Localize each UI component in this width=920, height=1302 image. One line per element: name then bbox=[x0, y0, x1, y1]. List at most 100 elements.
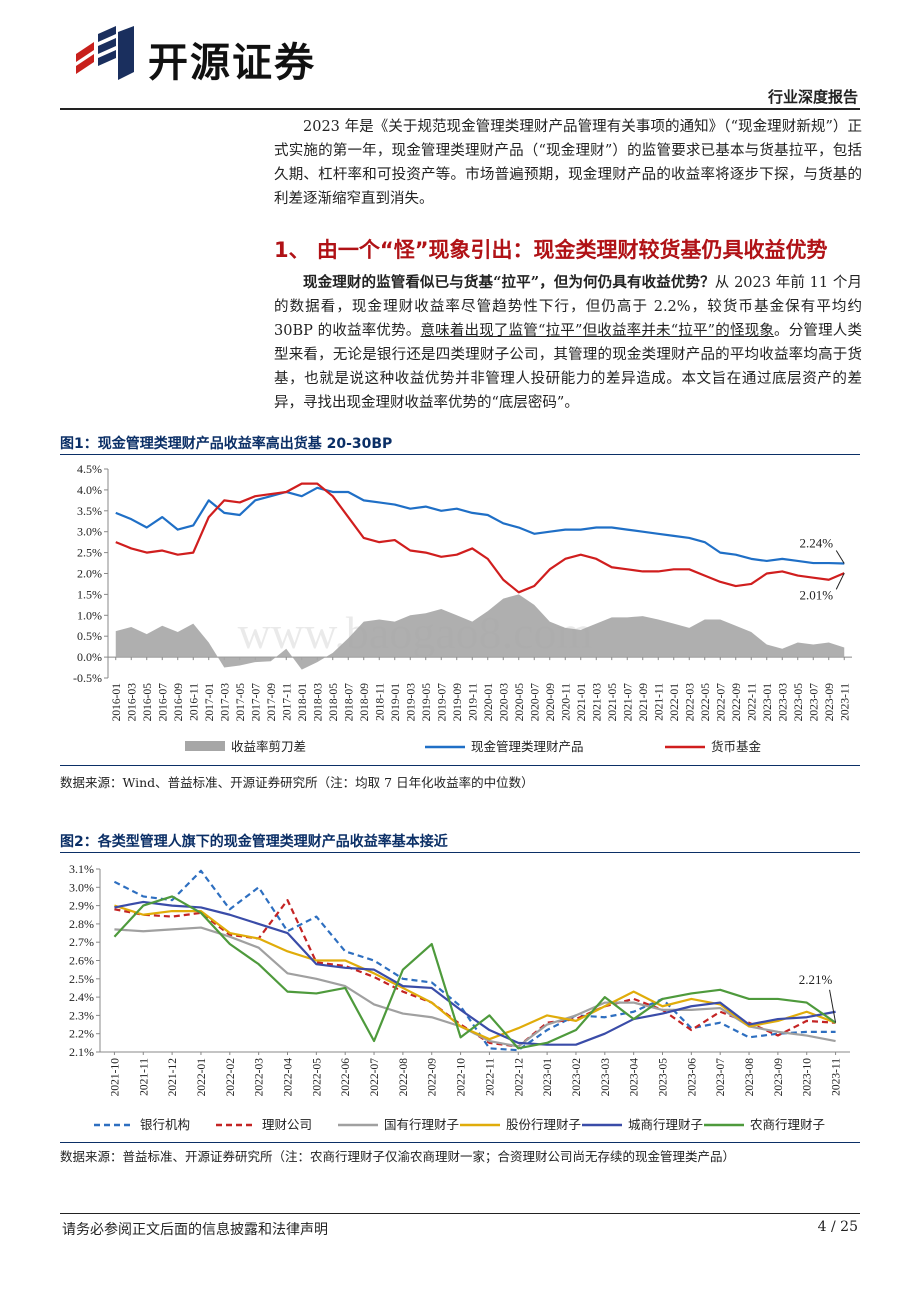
x-tick-label: 2022-07 bbox=[715, 683, 727, 722]
x-tick-label: 2022-09 bbox=[731, 683, 743, 722]
y-tick-label: 2.8% bbox=[69, 917, 94, 931]
x-tick-label: 2021-11 bbox=[653, 683, 665, 721]
series-line-1 bbox=[114, 899, 836, 1048]
footer-rule bbox=[60, 1213, 860, 1214]
report-type: 行业深度报告 bbox=[767, 88, 858, 106]
figure1-title: 图1：现金管理类理财产品收益率高出货基 20-30BP bbox=[60, 436, 393, 452]
figure2-source: 数据来源：普益标准、开源证券研究所（注：农商行理财子仅渝农商理财一家；合资理财公… bbox=[60, 1149, 736, 1164]
x-tick-label: 2021-12 bbox=[167, 1058, 179, 1097]
legend-label: 收益率剪刀差 bbox=[231, 739, 306, 754]
y-tick-label: 2.9% bbox=[69, 899, 94, 913]
x-tick-label: 2019-07 bbox=[436, 683, 448, 722]
legend-label: 国有行理财子 bbox=[384, 1118, 459, 1132]
x-tick-label: 2021-05 bbox=[607, 683, 619, 722]
x-tick-label: 2021-09 bbox=[638, 683, 650, 722]
x-tick-label: 2020-05 bbox=[514, 683, 526, 722]
legend-label: 城商行理财子 bbox=[628, 1117, 703, 1132]
x-tick-label: 2020-09 bbox=[545, 683, 557, 722]
x-tick-label: 2022-03 bbox=[684, 683, 696, 722]
series-line-2 bbox=[115, 482, 845, 594]
figure1-bottom-rule bbox=[60, 765, 860, 766]
x-tick-label: 2023-05 bbox=[658, 1058, 670, 1097]
x-tick-label: 2022-10 bbox=[456, 1058, 468, 1097]
x-tick-label: 2017-05 bbox=[235, 683, 247, 722]
figure2-title-rule bbox=[60, 852, 860, 853]
figure2-chart: 2.1% 2.2% 2.3% 2.4% 2.5% 2.6% 2.7% 2.8% 2.9% 3.0%… bbox=[69, 862, 850, 1132]
x-tick-label: 2023-05 bbox=[793, 683, 805, 722]
x-tick-label: 2023-09 bbox=[824, 683, 836, 722]
logo-mark-icon bbox=[76, 26, 134, 80]
x-tick-label: 2023-10 bbox=[802, 1058, 814, 1097]
x-tick-label: 2018-11 bbox=[374, 683, 386, 721]
annotation-leader bbox=[835, 572, 845, 590]
y-tick-label: 3.0% bbox=[77, 525, 102, 539]
x-tick-label: 2020-03 bbox=[498, 683, 510, 722]
y-tick-label: 1.5% bbox=[77, 587, 102, 601]
series-line-5 bbox=[113, 895, 837, 1050]
x-tick-label: 2021-11 bbox=[138, 1058, 150, 1096]
x-tick-label: 2023-02 bbox=[571, 1058, 583, 1097]
x-tick-label: 2021-03 bbox=[591, 683, 603, 722]
y-tick-label: 2.4% bbox=[69, 990, 94, 1004]
y-tick-label: 2.5% bbox=[77, 546, 102, 560]
x-tick-label: 2023-11 bbox=[839, 683, 851, 721]
legend-label: 现金管理类理财产品 bbox=[471, 739, 584, 754]
x-tick-label: 2018-05 bbox=[328, 683, 340, 722]
x-tick-label: 2020-11 bbox=[560, 683, 572, 721]
x-tick-label: 2021-07 bbox=[622, 683, 634, 722]
series-line-0 bbox=[113, 869, 836, 1052]
annotation-leader bbox=[829, 989, 837, 1023]
y-tick-label: 2.7% bbox=[69, 935, 94, 949]
x-tick-label: 2019-03 bbox=[405, 683, 417, 722]
x-tick-label: 2022-01 bbox=[196, 1058, 208, 1097]
y-tick-label: 4.5% bbox=[77, 462, 102, 476]
y-tick-label: 0.5% bbox=[77, 629, 102, 643]
para-bold-lead: 现金理财的监管看似已与货基“拉平”，但为何仍具有收益优势？ bbox=[303, 274, 715, 291]
x-tick-label: 2022-07 bbox=[369, 1058, 381, 1097]
series-area-spread bbox=[115, 594, 845, 670]
x-tick-label: 2016-01 bbox=[111, 683, 123, 722]
x-tick-label: 2019-05 bbox=[421, 683, 433, 722]
series-line-1 bbox=[115, 486, 845, 565]
x-tick-label: 2023-11 bbox=[831, 1058, 843, 1096]
annotation-label: 2.24% bbox=[799, 535, 833, 550]
y-tick-label: 2.1% bbox=[69, 1045, 94, 1059]
x-tick-label: 2018-09 bbox=[359, 683, 371, 722]
header-rule bbox=[60, 108, 860, 110]
x-tick-label: 2023-01 bbox=[762, 683, 774, 722]
y-tick-label: 3.5% bbox=[77, 504, 102, 518]
x-tick-label: 2018-03 bbox=[312, 683, 324, 722]
figure1-title-rule bbox=[60, 454, 860, 455]
company-logo: 开源证券 bbox=[72, 26, 342, 86]
x-tick-label: 2021-01 bbox=[576, 683, 588, 722]
figure2-title: 图2：各类型管理人旗下的现金管理类理财产品收益率基本接近 bbox=[60, 834, 448, 850]
annotation-leader bbox=[835, 550, 845, 564]
x-tick-label: 2022-08 bbox=[398, 1058, 410, 1097]
x-tick-label: 2020-01 bbox=[483, 683, 495, 722]
y-tick-label: 2.6% bbox=[69, 954, 94, 968]
y-tick-label: 1.0% bbox=[77, 608, 102, 622]
x-tick-label: 2023-07 bbox=[808, 683, 820, 722]
x-tick-label: 2020-07 bbox=[529, 683, 541, 722]
x-tick-label: 2022-11 bbox=[484, 1058, 496, 1096]
company-name: 开源证券 bbox=[148, 40, 316, 86]
footer-disclaimer: 请务必参阅正文后面的信息披露和法律声明 bbox=[62, 1222, 328, 1238]
x-tick-label: 2023-04 bbox=[629, 1058, 641, 1097]
x-tick-label: 2022-05 bbox=[700, 683, 712, 722]
x-tick-label: 2022-04 bbox=[283, 1058, 295, 1097]
x-tick-label: 2017-01 bbox=[204, 683, 216, 722]
x-tick-label: 2017-11 bbox=[281, 683, 293, 721]
x-tick-label: 2023-07 bbox=[715, 1058, 727, 1097]
x-tick-label: 2019-11 bbox=[467, 683, 479, 721]
page-number: 4 / 25 bbox=[817, 1219, 858, 1235]
legend-label: 股份行理财子 bbox=[506, 1118, 581, 1132]
legend-label: 货币基金 bbox=[711, 739, 762, 754]
x-tick-label: 2023-03 bbox=[600, 1058, 612, 1097]
y-tick-label: 3.0% bbox=[69, 880, 94, 894]
y-tick-label: 2.2% bbox=[69, 1027, 94, 1041]
x-tick-label: 2021-10 bbox=[109, 1058, 121, 1097]
annotation-label: 2.21% bbox=[799, 972, 833, 987]
y-tick-label: 2.3% bbox=[69, 1008, 94, 1022]
x-tick-label: 2017-03 bbox=[219, 683, 231, 722]
annotation-label: 2.01% bbox=[799, 587, 833, 602]
